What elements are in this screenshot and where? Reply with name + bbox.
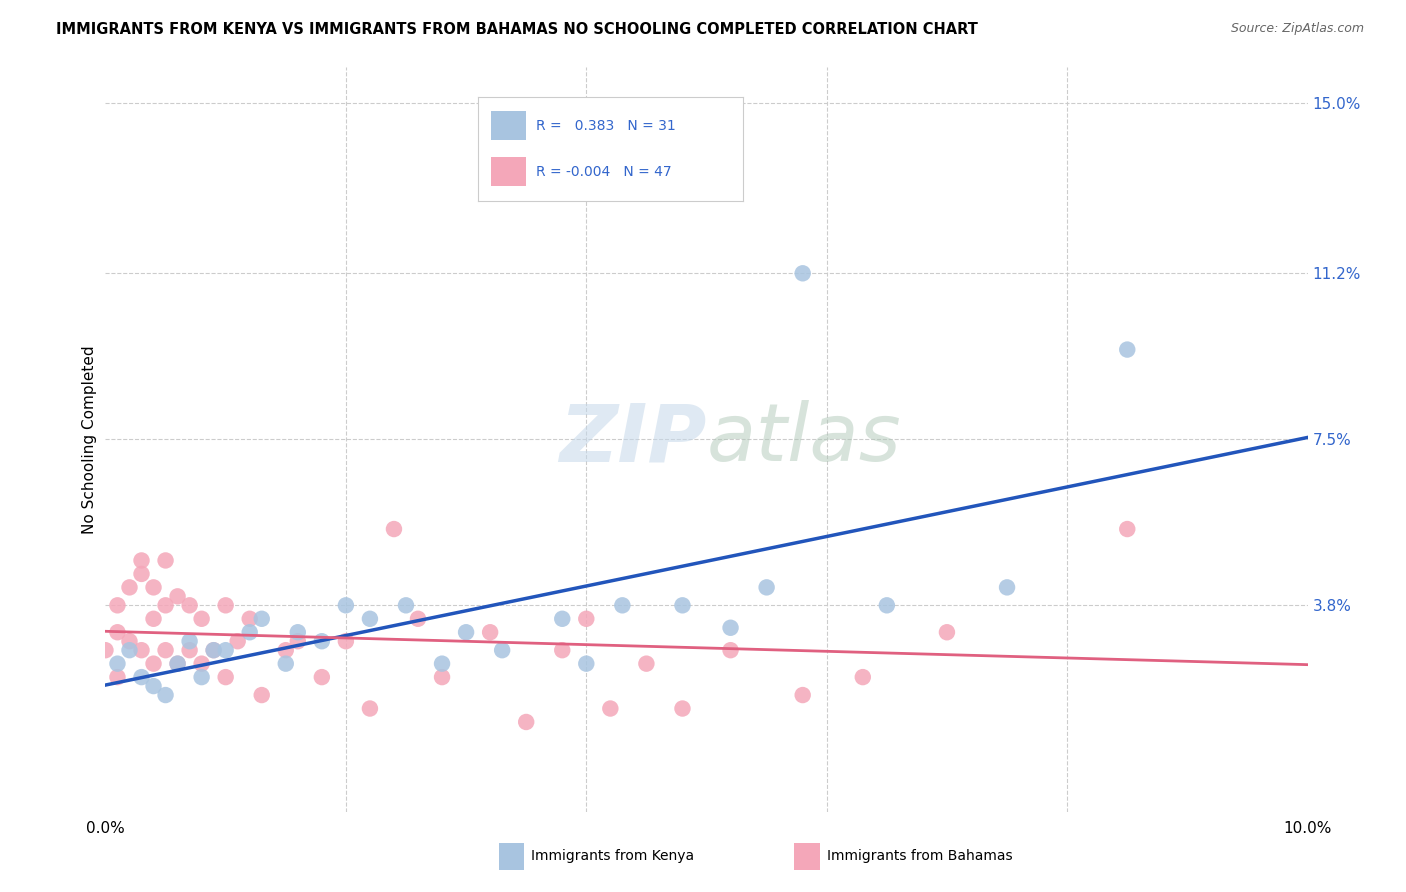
Point [936,625,959,640]
Point [202,643,225,657]
Point [118,634,141,648]
Point [142,657,165,671]
Point [239,625,262,640]
Point [166,657,188,671]
Text: Immigrants from Kenya: Immigrants from Kenya [531,849,695,863]
Point [612,599,634,613]
Point [406,612,429,626]
Text: Immigrants from Bahamas: Immigrants from Bahamas [827,849,1012,863]
Point [131,643,153,657]
Point [190,657,212,671]
Point [155,688,177,702]
Point [876,599,898,613]
Point [250,612,273,626]
Point [214,670,236,684]
Point [430,670,453,684]
Point [190,670,212,684]
Point [155,643,177,657]
Point [142,580,165,594]
Point [287,625,309,640]
Point [155,599,177,613]
Point [335,599,357,613]
Point [179,643,201,657]
Point [214,643,236,657]
Point [190,612,212,626]
Point [107,599,129,613]
Point [671,701,693,715]
Point [94,643,117,657]
Point [720,643,742,657]
Point [1116,343,1139,357]
Point [107,625,129,640]
Point [142,679,165,693]
Text: Source: ZipAtlas.com: Source: ZipAtlas.com [1230,22,1364,36]
Point [131,670,153,684]
Point [755,580,778,594]
Point [359,612,381,626]
Point [395,599,418,613]
Point [287,634,309,648]
Point [335,634,357,648]
Point [430,657,453,671]
Point [792,266,814,280]
Point [107,657,129,671]
Point [239,612,262,626]
Point [250,688,273,702]
Point [575,657,598,671]
Point [551,612,574,626]
Text: ZIP: ZIP [560,401,707,478]
Point [179,599,201,613]
Point [131,553,153,567]
Point [214,599,236,613]
Point [226,634,249,648]
Point [311,670,333,684]
Point [311,634,333,648]
Point [551,643,574,657]
Point [179,634,201,648]
Point [202,643,225,657]
Point [382,522,405,536]
Point [166,590,188,604]
Point [131,566,153,581]
Point [274,643,297,657]
Text: atlas: atlas [707,401,901,478]
Point [359,701,381,715]
Point [720,621,742,635]
Point [118,643,141,657]
Point [155,553,177,567]
Point [995,580,1018,594]
Point [491,643,513,657]
Point [852,670,875,684]
Point [166,657,188,671]
Point [479,625,502,640]
Point [1116,522,1139,536]
Point [575,612,598,626]
Point [142,612,165,626]
Point [599,701,621,715]
Point [454,625,477,640]
Point [515,714,537,729]
Point [118,580,141,594]
Point [107,670,129,684]
Point [274,657,297,671]
Point [636,657,658,671]
Y-axis label: No Schooling Completed: No Schooling Completed [82,345,97,533]
Text: IMMIGRANTS FROM KENYA VS IMMIGRANTS FROM BAHAMAS NO SCHOOLING COMPLETED CORRELAT: IMMIGRANTS FROM KENYA VS IMMIGRANTS FROM… [56,22,979,37]
Point [792,688,814,702]
Point [671,599,693,613]
